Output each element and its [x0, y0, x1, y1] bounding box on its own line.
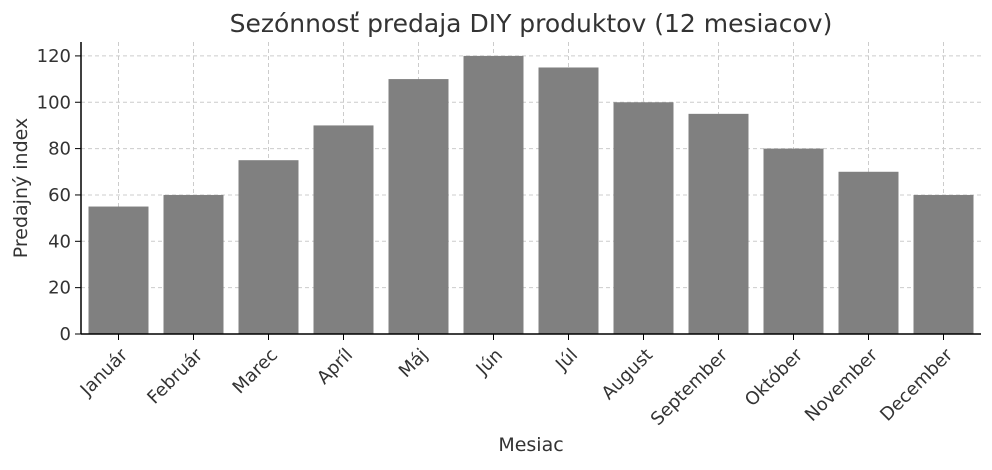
- x-tick-label: December: [876, 344, 957, 425]
- grid-lines: [81, 42, 981, 335]
- bar: [913, 194, 974, 334]
- x-axis-ticks: Január Február Marec Apríl Máj Jún Júl AugustSe…: [76, 334, 957, 430]
- x-tick-label: August: [598, 345, 657, 404]
- x-axis-label: Mesiac: [498, 434, 563, 456]
- x-tick-label: Október: [741, 344, 808, 411]
- x-tick-label: November: [801, 344, 882, 425]
- bar: [538, 67, 599, 334]
- bar: [163, 194, 224, 334]
- x-tick-label: Júl: [551, 345, 582, 376]
- bar: [313, 125, 374, 334]
- bar: [388, 79, 449, 334]
- y-axis-label: Predajný index: [10, 118, 32, 259]
- bar: [613, 102, 674, 334]
- bars: [88, 55, 974, 335]
- y-tick-label: 20: [48, 278, 71, 299]
- x-tick-label: Január: [76, 344, 133, 401]
- x-tick-label: September: [647, 344, 733, 430]
- bar: [238, 160, 299, 334]
- axes: [80, 42, 981, 335]
- chart-title: Sezónnosť predaja DIY produktov (12 mesi…: [230, 9, 833, 38]
- y-tick-label: 40: [48, 231, 71, 252]
- y-tick-label: 120: [37, 46, 71, 67]
- y-tick-label: 100: [37, 92, 71, 113]
- bar: [688, 113, 749, 334]
- x-tick-label: Jún: [472, 345, 507, 380]
- y-tick-label: 0: [60, 324, 71, 345]
- y-tick-label: 80: [48, 139, 71, 160]
- bar: [463, 55, 524, 335]
- x-tick-label: Máj: [395, 345, 432, 382]
- y-tick-label: 60: [48, 185, 71, 206]
- bar: [838, 171, 899, 334]
- bar: [763, 148, 824, 334]
- y-axis-ticks: 0 20 40 60 80 100 120: [37, 46, 81, 345]
- x-tick-label: Február: [143, 344, 207, 408]
- bar: [88, 206, 149, 334]
- x-tick-label: Apríl: [313, 345, 357, 389]
- x-tick-label: Marec: [229, 345, 282, 398]
